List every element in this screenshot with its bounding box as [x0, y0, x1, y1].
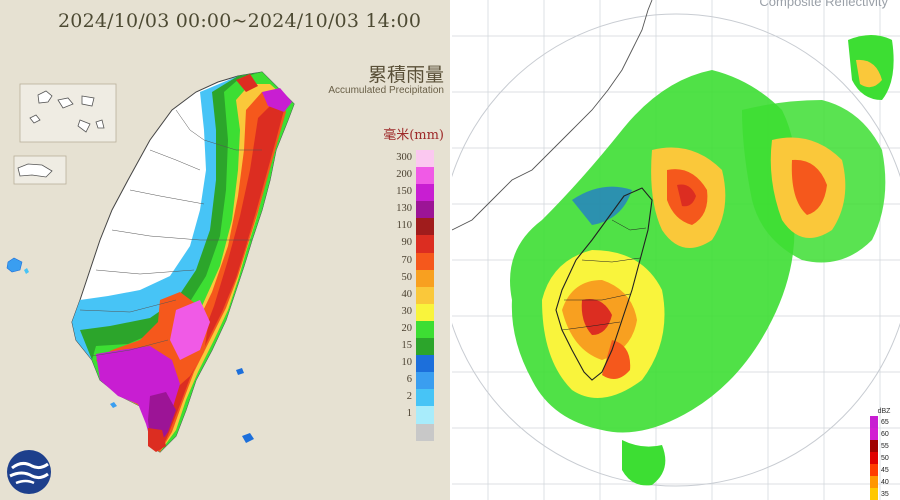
legend-swatch [416, 338, 434, 356]
dbz-swatch [870, 428, 878, 442]
legend-row: 90 [386, 235, 442, 253]
legend-label: 110 [396, 220, 412, 232]
green-island [236, 368, 244, 375]
legend-label: 90 [401, 237, 413, 249]
dbz-swatch [870, 416, 878, 430]
dbz-label: 60 [881, 431, 889, 438]
dbz-swatch [870, 440, 878, 454]
legend-swatch [416, 167, 434, 185]
legend-label: 40 [401, 288, 413, 300]
legend-label: 70 [401, 254, 413, 266]
legend-swatch [416, 303, 434, 321]
map-title-zh: 累積雨量 [367, 64, 444, 86]
dbz-label: 55 [881, 443, 889, 450]
radar-map [452, 0, 900, 500]
dbz-legend-row: 45 [870, 464, 898, 478]
rainfall-map [6, 71, 295, 453]
legend-unit: 毫米(mm) [383, 128, 444, 143]
dbz-legend-row: 35 [870, 488, 898, 500]
legend-swatch [416, 372, 434, 390]
legend-swatch [416, 320, 434, 339]
legend-row: 50 [386, 269, 442, 287]
dbz-label: 35 [881, 491, 889, 498]
dbz-label: 65 [881, 419, 889, 426]
legend-row: 130 [386, 201, 442, 219]
map-title-en: Accumulated Precipitation [328, 85, 444, 96]
dbz-legend-row: 55 [870, 440, 898, 454]
legend-row: 20 [386, 320, 442, 339]
outlying-islands [6, 83, 117, 274]
legend-row: 300 [386, 150, 442, 168]
legend-row: 10 [386, 355, 442, 373]
dbz-legend-row: 65 [870, 416, 898, 430]
legend-swatch [416, 269, 434, 287]
legend-label: 30 [401, 305, 413, 317]
legend-swatch [416, 286, 434, 304]
dbz-label: 50 [881, 455, 889, 462]
composite-reflectivity-panel: Composite Reflectivity dBZ 65 60 55 50 4… [452, 0, 900, 500]
legend-swatch [416, 406, 434, 424]
legend-label: 130 [396, 203, 412, 215]
legend-row: 15 [386, 338, 442, 356]
date-range: 2024/10/03 00:00~2024/10/03 14:00 [58, 10, 422, 32]
panel-divider [450, 0, 452, 500]
radar-title: Composite Reflectivity [759, 0, 888, 9]
rainfall-legend: 300 200 150 130 110 90 70 50 40 30 20 15… [386, 150, 442, 441]
dbz-legend-row: 40 [870, 476, 898, 490]
dbz-unit: dBZ [877, 408, 891, 415]
legend-row: 30 [386, 303, 442, 321]
dbz-label: 40 [881, 479, 889, 486]
legend-row: 70 [386, 252, 442, 270]
china-coastline [452, 0, 653, 231]
legend-label: 20 [401, 322, 413, 334]
legend-label: 200 [396, 169, 412, 181]
county-boundaries [79, 109, 262, 357]
dbz-legend-row: 60 [870, 428, 898, 442]
legend-swatch [416, 423, 434, 441]
radar-echoes [510, 35, 894, 486]
legend-row: 6 [386, 372, 442, 390]
legend-row: 150 [386, 184, 442, 202]
legend-row: 200 [386, 167, 442, 185]
legend-row: 40 [386, 286, 442, 304]
dbz-swatch [870, 476, 878, 490]
legend-label: 1 [406, 408, 412, 420]
dbz-swatch [870, 452, 878, 466]
legend-swatch [416, 355, 434, 373]
legend-label: 50 [401, 271, 413, 283]
legend-row: 110 [386, 218, 442, 236]
dbz-swatch [870, 464, 878, 478]
legend-swatch [416, 184, 434, 202]
legend-row: 1 [386, 406, 442, 424]
taiwan-coastline-radar [555, 187, 653, 381]
radar-county-boundaries [561, 219, 647, 331]
legend-label: 300 [396, 152, 412, 163]
legend-swatch [416, 252, 434, 270]
rainfall-bands [72, 72, 294, 452]
legend-swatch [416, 150, 434, 168]
orchid-island [242, 433, 254, 443]
legend-row [386, 423, 442, 441]
accumulated-precipitation-panel: 2024/10/03 00:00~2024/10/03 14:00 累積雨量 A… [0, 0, 450, 500]
dbz-legend-row: 50 [870, 452, 898, 466]
liuqiu-island [110, 402, 117, 408]
legend-swatch [416, 218, 434, 236]
cwa-logo [7, 450, 51, 494]
legend-label: 15 [401, 340, 413, 352]
legend-row: 2 [386, 389, 442, 407]
legend-swatch [416, 201, 434, 219]
legend-label: 10 [401, 357, 413, 369]
dbz-swatch [870, 488, 878, 500]
legend-label: 6 [406, 374, 412, 386]
legend-swatch [416, 235, 434, 253]
legend-swatch [416, 389, 434, 407]
legend-label: 2 [406, 391, 412, 403]
dbz-legend: dBZ 65 60 55 50 45 40 35 [870, 408, 898, 500]
radar-range-ring [452, 13, 900, 487]
dbz-label: 45 [881, 467, 889, 474]
legend-label: 150 [396, 186, 412, 198]
